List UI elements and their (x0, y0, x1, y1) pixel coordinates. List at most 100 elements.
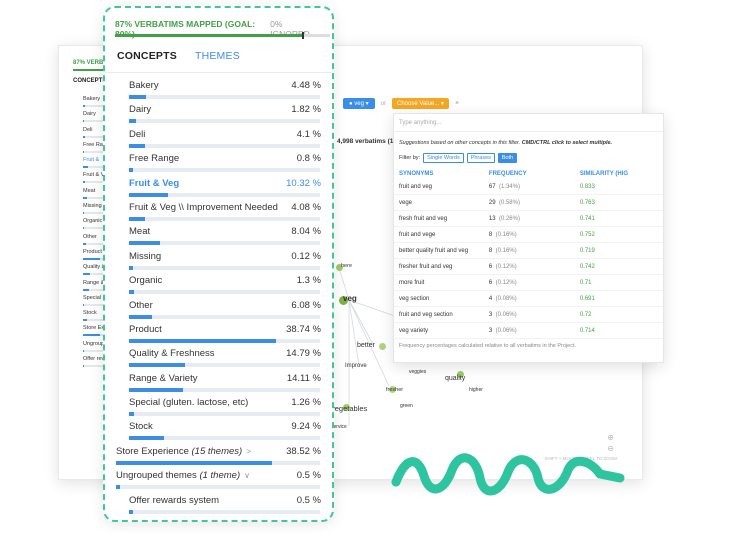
filter-phrases[interactable]: Phrases (466, 153, 495, 163)
graph-node-dot (343, 404, 350, 411)
graph-node[interactable]: quality (445, 375, 466, 382)
theme-row[interactable]: Stock 9.24 % (105, 421, 332, 445)
theme-row[interactable]: Dairy 1.82 % (105, 104, 332, 128)
graph-node[interactable]: service (331, 424, 347, 430)
synonym-row[interactable]: fresher fruit and veg 6 (0.12%) 0.742 (394, 259, 663, 275)
graph-node[interactable]: fresher (386, 387, 404, 393)
tab-concepts[interactable]: CONCEPTS (117, 50, 177, 62)
theme-bar-fill (129, 314, 153, 319)
synonym-row[interactable]: fruit and vege 8 (0.16%) 0.752 (394, 227, 663, 243)
concept-graph: here veg better Improve fresher veggies … (269, 246, 589, 476)
synonym-similarity: 0.833 (579, 183, 595, 190)
filter-chip-veg[interactable]: ● veg ▾ (343, 98, 375, 109)
bg-theme-item: Organic (83, 218, 109, 233)
bg-theme-item: Special ( (83, 295, 109, 310)
theme-value: 0.12 % (291, 250, 321, 262)
filter-single-words[interactable]: Single Words (423, 153, 464, 163)
group-ungrouped[interactable]: Ungrouped themes (1 theme) ∨ 0.5 % (105, 470, 332, 494)
synonym-row[interactable]: vege 29 (0.58%) 0.763 (394, 195, 663, 211)
graph-node[interactable]: veg (343, 294, 357, 303)
themes-panel: 87% VERBATIMS MAPPED (GOAL: 80%) 0% IGNO… (103, 6, 334, 522)
zoom-out-icon[interactable]: ⊖ (607, 444, 614, 453)
bg-theme-item: Stock (83, 310, 109, 325)
theme-row[interactable]: Meat 8.04 % (105, 226, 332, 250)
theme-row[interactable]: Special (gluten. lactose, etc) 1.26 % (105, 397, 332, 421)
theme-row[interactable]: Other 6.08 % (105, 300, 332, 324)
theme-offer-rewards[interactable]: Offer rewards system 0.5 % (105, 495, 332, 519)
theme-row[interactable]: Deli 4.1 % (105, 129, 332, 153)
bg-theme-item: Missing (83, 203, 109, 218)
synonym-frequency: 29 (0.58%) (488, 199, 520, 206)
bg-theme-item: Product (83, 249, 109, 264)
theme-bar-track (129, 241, 320, 246)
synonym-frequency: 67 (1.34%) (488, 183, 520, 190)
theme-bar-track (129, 412, 320, 417)
synonym-row[interactable]: more fruit 6 (0.12%) 0.71 (394, 275, 663, 291)
col-frequency[interactable]: FREQUENCY (488, 171, 527, 177)
theme-bar-track (129, 436, 320, 441)
synonym-row[interactable]: fruit and veg 67 (1.34%) 0.833 (394, 179, 663, 195)
col-synonyms[interactable]: SYNONYMS (399, 171, 434, 177)
theme-bar-fill (129, 241, 160, 246)
chevron-down-icon[interactable]: ∨ (244, 471, 250, 481)
group-bar-track (116, 460, 320, 465)
theme-row[interactable]: Organic 1.3 % (105, 275, 332, 299)
col-similarity[interactable]: SIMILARITY (HIG (579, 171, 629, 177)
synonym-row[interactable]: fruit and veg section 3 (0.06%) 0.72 (394, 307, 663, 323)
graph-node[interactable]: better (357, 342, 375, 349)
synonym-row[interactable]: veg variety 3 (0.06%) 0.714 (394, 323, 663, 339)
graph-node[interactable]: higher (469, 387, 483, 393)
synonym-search-input[interactable]: Type anything... (394, 114, 663, 132)
synonym-similarity: 0.691 (579, 295, 595, 302)
synonym-similarity: 0.71 (579, 279, 592, 286)
synonym-frequency: 8 (0.16%) (488, 247, 517, 254)
theme-label: Organic (129, 275, 163, 287)
verbatim-count: 4,998 verbatims (1 (337, 138, 394, 145)
theme-label: Range & Variety (129, 372, 198, 384)
theme-bar-fill (129, 192, 169, 197)
theme-row[interactable]: Bakery 4.48 % (105, 80, 332, 104)
theme-value: 0.5 % (296, 494, 321, 506)
theme-row[interactable]: Missing 0.12 % (105, 251, 332, 275)
tab-divider (105, 72, 332, 73)
graph-node[interactable]: here (341, 263, 353, 269)
chevron-right-icon[interactable]: > (246, 446, 251, 456)
theme-bar-track (129, 168, 320, 173)
synonym-row[interactable]: fresh fruit and veg 13 (0.26%) 0.741 (394, 211, 663, 227)
theme-label: Quality & Freshness (129, 348, 215, 360)
theme-row[interactable]: Fruit & Veg 10.32 % (105, 178, 332, 202)
theme-row[interactable]: Quality & Freshness 14.79 % (105, 348, 332, 372)
theme-label: Missing (129, 250, 162, 262)
group-store-experience[interactable]: Store Experience (15 themes) > 38.52 % (105, 446, 332, 470)
choose-value-dropdown[interactable]: Choose Value... ▾ (392, 98, 449, 109)
theme-row[interactable]: Fruit & Veg \\ Improvement Needed 4.08 % (105, 202, 332, 226)
group-count: (1 theme) (199, 470, 241, 482)
theme-row[interactable]: Range & Variety 14.11 % (105, 373, 332, 397)
remove-filter-icon[interactable]: × (454, 100, 460, 107)
synonym-text: fruit and vege (399, 231, 436, 238)
synonym-row[interactable]: veg section 4 (0.08%) 0.691 (394, 291, 663, 307)
tab-themes[interactable]: THEMES (194, 50, 240, 62)
graph-node[interactable]: vegetables (331, 404, 368, 413)
graph-node-dot (379, 343, 386, 350)
synonym-row[interactable]: better quality fruit and veg 8 (0.16%) 0.7… (394, 243, 663, 259)
theme-bar-fill (129, 168, 134, 173)
theme-value: 10.32 % (286, 177, 321, 189)
graph-node[interactable]: Improve (345, 363, 367, 369)
zoom-in-icon[interactable]: ⊕ (607, 433, 614, 442)
theme-bar-track (129, 338, 320, 343)
bg-theme-item: Range & (83, 280, 109, 295)
synonym-text: better quality fruit and veg (399, 247, 469, 254)
graph-node[interactable]: veggies (409, 369, 427, 375)
synonym-similarity: 0.72 (579, 311, 592, 318)
graph-node[interactable]: green (400, 403, 413, 409)
decorative-squiggle (391, 453, 625, 496)
theme-bar-track (129, 192, 320, 197)
filter-both[interactable]: Both (497, 153, 518, 163)
theme-row[interactable]: Free Range 0.8 % (105, 153, 332, 177)
theme-value: 14.79 % (286, 348, 321, 360)
theme-bar-fill (129, 290, 134, 295)
synonym-similarity: 0.763 (579, 199, 595, 206)
theme-row[interactable]: Product 38.74 % (105, 324, 332, 348)
theme-bar-fill (129, 436, 165, 441)
